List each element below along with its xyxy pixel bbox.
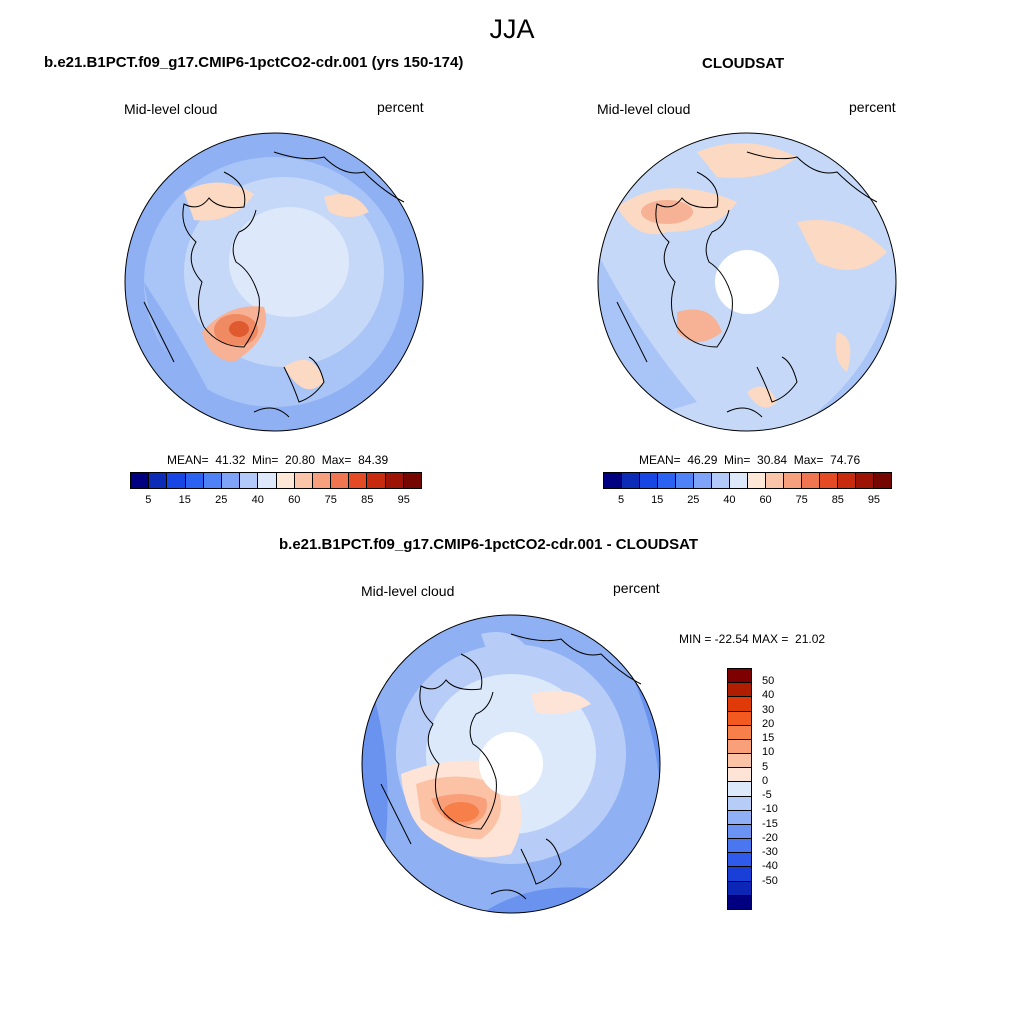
colorbar-swatch bbox=[728, 824, 751, 840]
colorbar-tick-label: 5 bbox=[145, 494, 152, 506]
colorbar-swatch bbox=[874, 473, 891, 488]
panel-model-stats: MEAN= 41.32 Min= 20.80 Max= 84.39 bbox=[167, 453, 389, 467]
panel-diff-title: b.e21.B1PCT.f09_g17.CMIP6-1pctCO2-cdr.00… bbox=[279, 536, 699, 553]
colorbar-tick-label: 5 bbox=[762, 760, 769, 773]
panel-model-colorbar bbox=[130, 472, 422, 489]
panel-diff-units-label: percent bbox=[613, 580, 660, 596]
colorbar-tick-label: -30 bbox=[762, 846, 778, 859]
colorbar-swatch bbox=[728, 895, 751, 909]
panel-model-polar-map bbox=[124, 132, 424, 432]
colorbar-tick-label: 75 bbox=[795, 494, 808, 506]
panel-model-units-label: percent bbox=[377, 99, 424, 115]
colorbar-swatch bbox=[149, 473, 168, 488]
colorbar-tick-label: 10 bbox=[762, 746, 775, 759]
colorbar-swatch bbox=[728, 697, 751, 712]
colorbar-swatch bbox=[728, 739, 751, 755]
season-title: JJA bbox=[489, 14, 535, 44]
colorbar-swatch bbox=[730, 473, 748, 488]
colorbar-tick-label: 95 bbox=[397, 494, 410, 506]
colorbar-swatch bbox=[728, 683, 751, 698]
colorbar-tick-label: -20 bbox=[762, 831, 778, 844]
colorbar-swatch bbox=[640, 473, 658, 488]
colorbar-swatch bbox=[676, 473, 694, 488]
colorbar-swatch bbox=[658, 473, 676, 488]
colorbar-tick-label: -10 bbox=[762, 803, 778, 816]
colorbar-tick-label: 40 bbox=[723, 494, 736, 506]
colorbar-swatch bbox=[694, 473, 712, 488]
colorbar-swatch bbox=[802, 473, 820, 488]
panel-diff-colorbar bbox=[727, 668, 752, 910]
colorbar-tick-label: -40 bbox=[762, 860, 778, 873]
colorbar-swatch bbox=[820, 473, 838, 488]
colorbar-swatch bbox=[604, 473, 622, 488]
colorbar-swatch bbox=[856, 473, 874, 488]
panel-diff-variable-label: Mid-level cloud bbox=[361, 583, 455, 599]
colorbar-tick-label: 75 bbox=[324, 494, 337, 506]
colorbar-swatch bbox=[221, 473, 241, 488]
colorbar-swatch bbox=[728, 768, 751, 783]
colorbar-tick-label: -5 bbox=[762, 789, 772, 802]
colorbar-tick-label: 15 bbox=[178, 494, 191, 506]
colorbar-swatch bbox=[185, 473, 204, 488]
colorbar-tick-label: -15 bbox=[762, 817, 778, 830]
colorbar-swatch bbox=[240, 473, 259, 488]
colorbar-tick-label: 15 bbox=[651, 494, 664, 506]
colorbar-tick-label: 15 bbox=[762, 732, 775, 745]
colorbar-swatch bbox=[622, 473, 640, 488]
panel-model-variable-label: Mid-level cloud bbox=[124, 101, 218, 117]
panel-obs-title: CLOUDSAT bbox=[702, 55, 785, 72]
colorbar-tick-label: 60 bbox=[288, 494, 301, 506]
colorbar-swatch bbox=[712, 473, 730, 488]
colorbar-swatch bbox=[312, 473, 332, 488]
colorbar-swatch bbox=[728, 782, 751, 797]
colorbar-swatch bbox=[784, 473, 802, 488]
panel-obs-stats: MEAN= 46.29 Min= 30.84 Max= 74.76 bbox=[639, 453, 861, 467]
panel-diff-polar-map bbox=[361, 614, 661, 914]
panel-diff-stats: MIN = -22.54 MAX = 21.02 bbox=[679, 632, 826, 646]
colorbar-swatch bbox=[728, 711, 751, 726]
colorbar-swatch bbox=[403, 473, 421, 488]
colorbar-tick-label: 25 bbox=[215, 494, 228, 506]
colorbar-tick-label: 5 bbox=[618, 494, 625, 506]
panel-obs-variable-label: Mid-level cloud bbox=[597, 101, 691, 117]
colorbar-swatch bbox=[367, 473, 386, 488]
colorbar-tick-label: 25 bbox=[687, 494, 700, 506]
panel-model-title: b.e21.B1PCT.f09_g17.CMIP6-1pctCO2-cdr.00… bbox=[44, 54, 464, 71]
colorbar-swatch bbox=[728, 881, 751, 896]
panel-obs-polar-map bbox=[597, 132, 897, 432]
colorbar-tick-label: 0 bbox=[762, 774, 769, 787]
colorbar-swatch bbox=[385, 473, 404, 488]
colorbar-swatch bbox=[331, 473, 350, 488]
panel-obs-colorbar bbox=[603, 472, 892, 489]
colorbar-swatch bbox=[203, 473, 222, 488]
colorbar-tick-label: 20 bbox=[762, 717, 775, 730]
colorbar-swatch bbox=[276, 473, 295, 488]
panel-obs-units-label: percent bbox=[849, 99, 896, 115]
colorbar-swatch bbox=[728, 839, 751, 854]
colorbar-swatch bbox=[349, 473, 368, 488]
colorbar-swatch bbox=[728, 796, 751, 811]
colorbar-swatch bbox=[748, 473, 766, 488]
colorbar-swatch bbox=[838, 473, 856, 488]
colorbar-swatch bbox=[766, 473, 784, 488]
colorbar-tick-label: 40 bbox=[251, 494, 264, 506]
colorbar-tick-label: -50 bbox=[762, 874, 778, 887]
colorbar-tick-label: 85 bbox=[361, 494, 374, 506]
colorbar-swatch bbox=[294, 473, 313, 488]
colorbar-tick-label: 95 bbox=[867, 494, 881, 506]
colorbar-swatch bbox=[728, 754, 751, 769]
colorbar-swatch bbox=[728, 810, 751, 825]
colorbar-swatch bbox=[167, 473, 186, 488]
colorbar-tick-label: 60 bbox=[759, 494, 772, 506]
colorbar-swatch bbox=[258, 473, 277, 488]
colorbar-tick-label: 40 bbox=[762, 689, 775, 702]
colorbar-tick-label: 30 bbox=[762, 703, 775, 716]
colorbar-swatch bbox=[728, 725, 751, 740]
colorbar-swatch bbox=[728, 853, 751, 868]
colorbar-tick-label: 85 bbox=[831, 494, 844, 506]
colorbar-swatch bbox=[728, 669, 751, 684]
colorbar-swatch bbox=[131, 473, 150, 488]
colorbar-swatch bbox=[728, 867, 751, 882]
colorbar-tick-label: 50 bbox=[762, 675, 775, 688]
